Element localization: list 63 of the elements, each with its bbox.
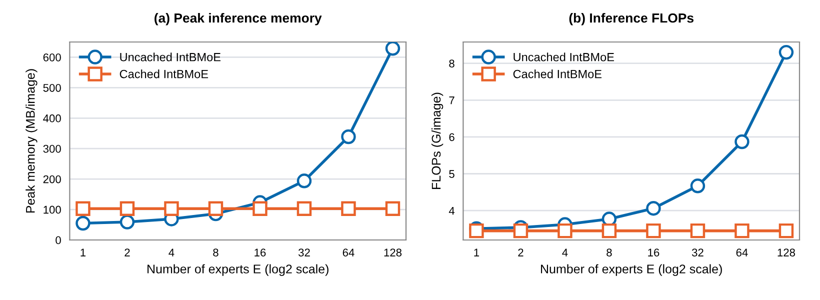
x-axis-title: Number of experts E (log2 scale) [541, 264, 722, 276]
y-axis-title: Peak memory (MB/image) [26, 69, 38, 213]
point [558, 223, 572, 238]
point [469, 223, 484, 238]
x-tick-label: 4 [168, 248, 174, 256]
y-tick-label: 500 [43, 84, 61, 92]
point [296, 201, 312, 216]
point [120, 201, 135, 216]
legend-label: Uncached IntBMoE [514, 52, 614, 62]
x-tick-label: 1 [474, 248, 480, 256]
point [164, 201, 179, 216]
y-tick-label: 6 [449, 133, 454, 142]
legend-label: Cached IntBMoE [513, 70, 602, 78]
x-axis-title: Number of experts E (log2 scale) [148, 264, 328, 276]
chart-title: (a) Peak inference memory [154, 12, 322, 26]
point [646, 223, 661, 238]
y-tick-label: 100 [44, 206, 61, 214]
x-tick-label: 8 [213, 248, 218, 256]
point [296, 174, 312, 188]
y-tick-label: 5 [449, 170, 454, 178]
y-tick-label: 200 [43, 175, 61, 184]
x-tick-label: 16 [254, 248, 266, 256]
x-tick-label: 2 [518, 248, 524, 256]
y-tick-label: 8 [449, 60, 454, 68]
point [778, 44, 794, 60]
x-tick-label: 32 [298, 248, 310, 256]
point [76, 216, 90, 231]
point [341, 201, 356, 216]
x-tick-label: 16 [648, 248, 660, 256]
point [76, 201, 90, 216]
x-tick-label: 128 [384, 248, 402, 256]
point [513, 223, 528, 238]
point [778, 223, 794, 238]
x-tick-label: 2 [124, 248, 130, 256]
y-tick-label: 400 [43, 114, 61, 122]
point [602, 223, 617, 238]
y-axis-title: FLOPs (G/image) [431, 92, 444, 189]
x-tick-label: 1 [80, 248, 86, 256]
legend-label: Uncached IntBMoE [120, 52, 220, 62]
point [646, 200, 661, 216]
y-tick-label: 300 [43, 144, 61, 153]
point [120, 214, 135, 230]
x-tick-label: 32 [692, 248, 704, 256]
point [690, 178, 706, 194]
x-tick-label: 4 [562, 248, 568, 256]
point [385, 201, 400, 216]
chart-title: (b) Inference FLOPs [569, 12, 694, 26]
point [734, 223, 750, 238]
point [690, 223, 706, 238]
x-tick-label: 128 [778, 248, 796, 256]
x-tick-label: 64 [736, 248, 748, 256]
point [385, 42, 400, 56]
y-tick-label: 0 [56, 236, 61, 244]
point [252, 201, 268, 216]
y-tick-label: 7 [449, 96, 454, 104]
x-tick-label: 8 [606, 248, 612, 256]
x-tick-label: 64 [342, 248, 354, 256]
point [734, 134, 750, 150]
point [208, 201, 224, 216]
legend-label: Cached IntBMoE [120, 70, 208, 78]
y-tick-label: 600 [43, 54, 61, 62]
y-tick-label: 4 [448, 206, 455, 215]
point [341, 129, 356, 144]
